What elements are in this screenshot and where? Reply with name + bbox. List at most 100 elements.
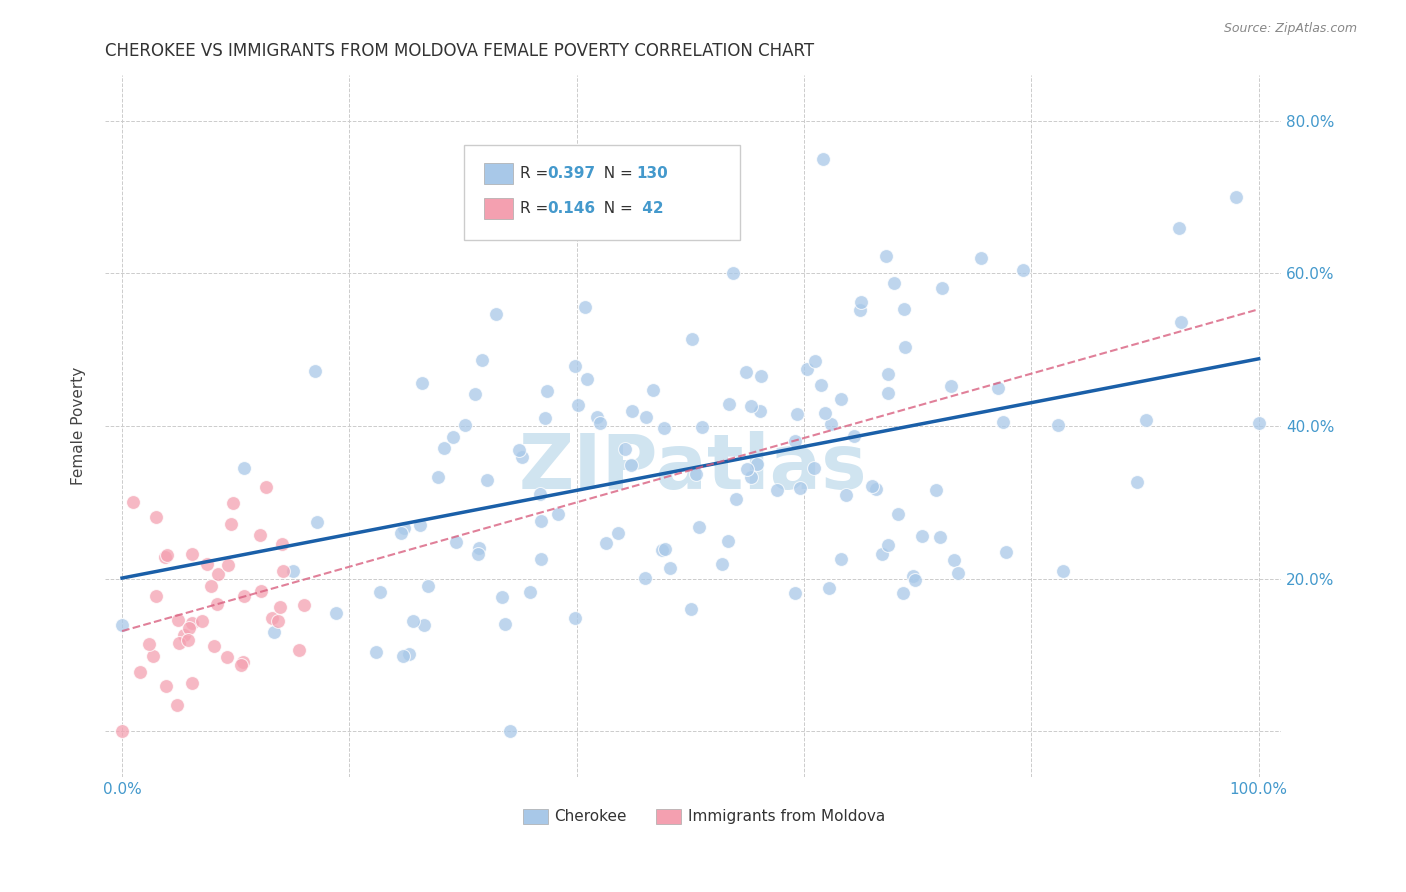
Point xyxy=(325,606,347,620)
Point xyxy=(783,586,806,600)
Point xyxy=(783,434,806,448)
Point xyxy=(232,655,254,669)
Point xyxy=(688,520,710,534)
Bar xyxy=(484,163,513,184)
Point xyxy=(454,418,477,433)
Point xyxy=(865,483,887,497)
Point xyxy=(842,429,865,443)
Point xyxy=(202,639,225,653)
Point xyxy=(471,352,494,367)
Point xyxy=(138,637,160,651)
Point xyxy=(1047,417,1070,432)
Point xyxy=(271,537,294,551)
Point xyxy=(142,649,165,664)
Point xyxy=(156,549,179,563)
Text: 130: 130 xyxy=(637,166,668,181)
Point xyxy=(651,542,673,557)
Point xyxy=(191,615,214,629)
Point xyxy=(803,461,825,475)
Point xyxy=(281,564,304,578)
Point xyxy=(943,553,966,567)
Point xyxy=(766,483,789,498)
Point xyxy=(810,377,832,392)
Point xyxy=(111,724,134,739)
Point xyxy=(271,564,294,578)
Point xyxy=(931,281,953,295)
Point xyxy=(269,599,291,614)
Point xyxy=(925,483,948,497)
Point xyxy=(426,470,449,484)
Point xyxy=(177,633,200,648)
Point xyxy=(254,480,277,494)
Point xyxy=(166,698,188,713)
Point xyxy=(292,598,315,612)
Point xyxy=(849,294,872,309)
Point xyxy=(233,589,256,603)
Point xyxy=(402,614,425,628)
Text: N =: N = xyxy=(595,166,638,181)
Point xyxy=(145,510,167,524)
Point xyxy=(849,302,872,317)
Bar xyxy=(484,198,513,219)
Text: ZIPatlas: ZIPatlas xyxy=(519,431,868,505)
Point xyxy=(796,362,818,376)
Point xyxy=(494,617,516,632)
Point xyxy=(370,585,392,599)
Point xyxy=(830,392,852,406)
Text: R =: R = xyxy=(520,201,554,216)
Point xyxy=(1225,190,1247,204)
Text: 0.146: 0.146 xyxy=(547,201,596,216)
Point xyxy=(685,467,707,482)
Point xyxy=(634,410,657,425)
Text: CHEROKEE VS IMMIGRANTS FROM MOLDOVA FEMALE POVERTY CORRELATION CHART: CHEROKEE VS IMMIGRANTS FROM MOLDOVA FEMA… xyxy=(105,42,814,60)
Point xyxy=(904,573,927,587)
Point xyxy=(260,610,283,624)
Point xyxy=(735,365,758,379)
Point xyxy=(786,408,808,422)
Point xyxy=(409,518,432,533)
Point xyxy=(620,458,643,472)
Bar xyxy=(523,809,548,824)
Point xyxy=(221,496,243,510)
Point xyxy=(613,442,636,457)
Point xyxy=(1247,416,1270,430)
Point xyxy=(411,376,433,390)
Point xyxy=(740,399,762,413)
Point xyxy=(229,657,252,672)
Point xyxy=(749,369,772,384)
Point xyxy=(304,364,326,378)
Point xyxy=(818,581,841,595)
Point xyxy=(749,403,772,417)
Point xyxy=(875,249,897,263)
Point xyxy=(215,649,238,664)
Point xyxy=(690,419,713,434)
Point xyxy=(232,460,254,475)
Point xyxy=(508,442,530,457)
Point xyxy=(536,384,558,398)
Point xyxy=(180,547,202,561)
Point xyxy=(1170,315,1192,329)
Point xyxy=(530,551,553,566)
Point xyxy=(877,538,900,552)
Point xyxy=(288,643,311,657)
Point xyxy=(654,541,676,556)
Point xyxy=(747,458,769,472)
Point xyxy=(576,372,599,386)
Point xyxy=(534,410,557,425)
Point xyxy=(305,516,328,530)
Point xyxy=(567,398,589,412)
Point xyxy=(153,550,176,565)
Point xyxy=(433,441,456,455)
Point xyxy=(789,482,811,496)
Point xyxy=(464,387,486,401)
Point xyxy=(724,491,747,506)
FancyBboxPatch shape xyxy=(464,145,740,240)
Point xyxy=(737,462,759,476)
Text: N =: N = xyxy=(595,201,638,216)
Point xyxy=(620,404,643,418)
Point xyxy=(392,521,415,535)
Point xyxy=(872,547,894,561)
Point xyxy=(574,300,596,314)
Point xyxy=(893,302,915,317)
Point xyxy=(830,552,852,566)
